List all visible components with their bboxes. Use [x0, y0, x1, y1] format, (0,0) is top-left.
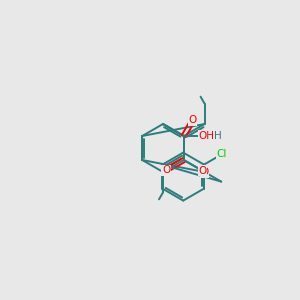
Text: H: H — [214, 131, 222, 141]
Text: OH: OH — [198, 131, 214, 141]
Text: Cl: Cl — [217, 149, 227, 159]
Text: O: O — [200, 167, 209, 177]
Text: O: O — [189, 116, 197, 125]
Text: O: O — [162, 165, 170, 175]
Text: O: O — [198, 166, 207, 176]
